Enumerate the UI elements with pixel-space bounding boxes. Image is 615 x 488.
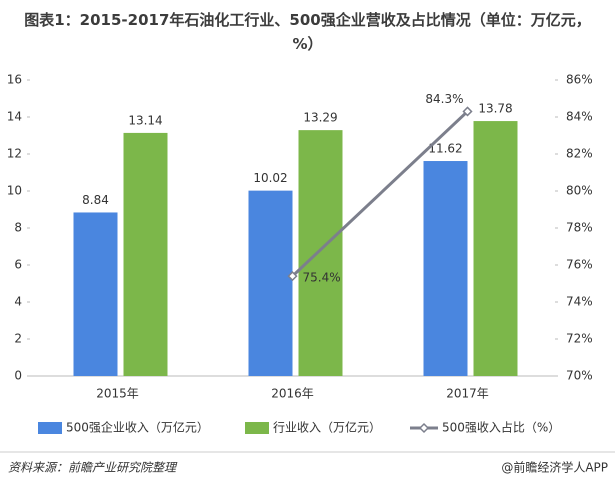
bar — [123, 132, 168, 376]
y2-tick-label: 82% — [566, 147, 593, 161]
y2-tick-label: 74% — [566, 295, 593, 309]
y-tick-label: 0 — [14, 369, 22, 383]
x-tick-label: 2017年 — [446, 387, 489, 401]
y2-tick-label: 76% — [566, 258, 593, 272]
y2-tick-label: 86% — [566, 73, 593, 87]
line-label: 75.4% — [303, 271, 341, 285]
source: 资料来源：前瞻产业研究院整理 — [8, 461, 178, 475]
line-marker — [462, 106, 473, 117]
y-tick-label: 4 — [14, 295, 22, 309]
bar — [423, 161, 468, 376]
data-label: 11.62 — [428, 142, 462, 156]
bar — [298, 130, 343, 376]
y-tick-label: 16 — [7, 73, 22, 87]
y-tick-label: 6 — [14, 258, 22, 272]
legend-swatch — [38, 422, 62, 434]
y-tick-label: 14 — [7, 110, 22, 124]
data-label: 8.84 — [82, 193, 109, 207]
x-tick-label: 2015年 — [96, 387, 139, 401]
y-tick-label: 10 — [7, 184, 22, 198]
y2-tick-label: 72% — [566, 332, 593, 346]
y-tick-label: 12 — [7, 147, 22, 161]
legend-label: 500强企业收入（万亿元） — [66, 420, 209, 435]
credit: @前瞻经济学人APP — [501, 460, 608, 475]
chart-title: 图表1：2015-2017年石油化工行业、500强企业营收及占比情况（单位：万亿… — [24, 11, 591, 53]
y2-tick-label: 84% — [566, 110, 593, 124]
data-label: 13.29 — [303, 111, 337, 125]
data-label: 13.78 — [478, 102, 512, 116]
y2-tick-label: 78% — [566, 221, 593, 235]
legend-label: 500强收入占比（%） — [442, 420, 560, 435]
bar — [473, 121, 518, 376]
data-label: 10.02 — [253, 171, 287, 185]
bar — [73, 212, 118, 376]
y-tick-label: 2 — [14, 332, 22, 346]
legend-label: 行业收入（万亿元） — [273, 420, 381, 435]
legend-swatch — [245, 422, 269, 434]
line-label: 84.3% — [425, 92, 463, 106]
line-marker — [287, 271, 298, 282]
y-tick-label: 8 — [14, 221, 22, 235]
line — [291, 110, 469, 278]
legend-marker — [418, 422, 430, 434]
bar — [248, 190, 293, 376]
y2-tick-label: 70% — [566, 369, 593, 383]
data-label: 13.14 — [128, 113, 162, 127]
y2-tick-label: 80% — [566, 184, 593, 198]
x-tick-label: 2016年 — [271, 387, 314, 401]
